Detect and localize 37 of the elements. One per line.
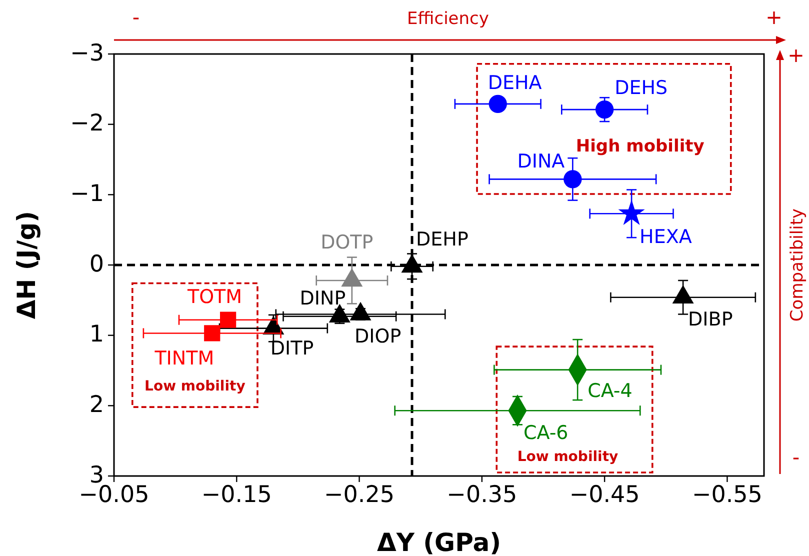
x-tick-label: −0.35 [446, 482, 518, 508]
text: Efficiency [407, 9, 489, 29]
x-tick-label: −0.45 [569, 482, 640, 508]
series-label: TINTM [154, 347, 214, 370]
series-label: DOTP [320, 232, 374, 254]
annotation: Low mobility [517, 448, 618, 465]
text: + [788, 43, 804, 67]
x-axis-title: ΔY (GPa) [376, 528, 502, 556]
text: Compatibility [788, 208, 808, 322]
series-label: CA-4 [588, 380, 632, 402]
text: + [766, 5, 782, 29]
y-tick-label: −1 [70, 180, 104, 207]
x-tick-label: −0.55 [692, 482, 762, 508]
y-tick-label: −3 [70, 40, 104, 66]
series-label: DINA [517, 150, 565, 172]
text: - [132, 5, 140, 29]
y-tick-label: 0 [89, 251, 104, 278]
annotation: High mobility [576, 136, 704, 156]
x-tick-label: −0.25 [324, 482, 395, 508]
x-tick-label: −0.15 [201, 482, 272, 508]
series-label: TOTM [186, 286, 242, 308]
y-axis-title: ΔH (J/g) [12, 210, 41, 320]
x-tick-label: −0.05 [78, 482, 150, 508]
annotation: Low mobility [144, 378, 246, 395]
series-label: DIOP [354, 325, 402, 348]
y-tick-label: 2 [89, 392, 104, 418]
y-tick-label: −2 [70, 110, 104, 137]
text: - [792, 445, 800, 469]
series-label: DITP [270, 337, 314, 360]
series-label: HEXA [640, 226, 692, 248]
series-label: DEHA [488, 72, 542, 94]
y-tick-label: 1 [89, 322, 104, 348]
series-label: DEHP [416, 228, 468, 251]
series-label: DINP [300, 288, 346, 310]
series-label: CA-6 [523, 422, 568, 444]
series-label: DIBP [688, 308, 733, 331]
series-label: DEHS [614, 76, 668, 99]
